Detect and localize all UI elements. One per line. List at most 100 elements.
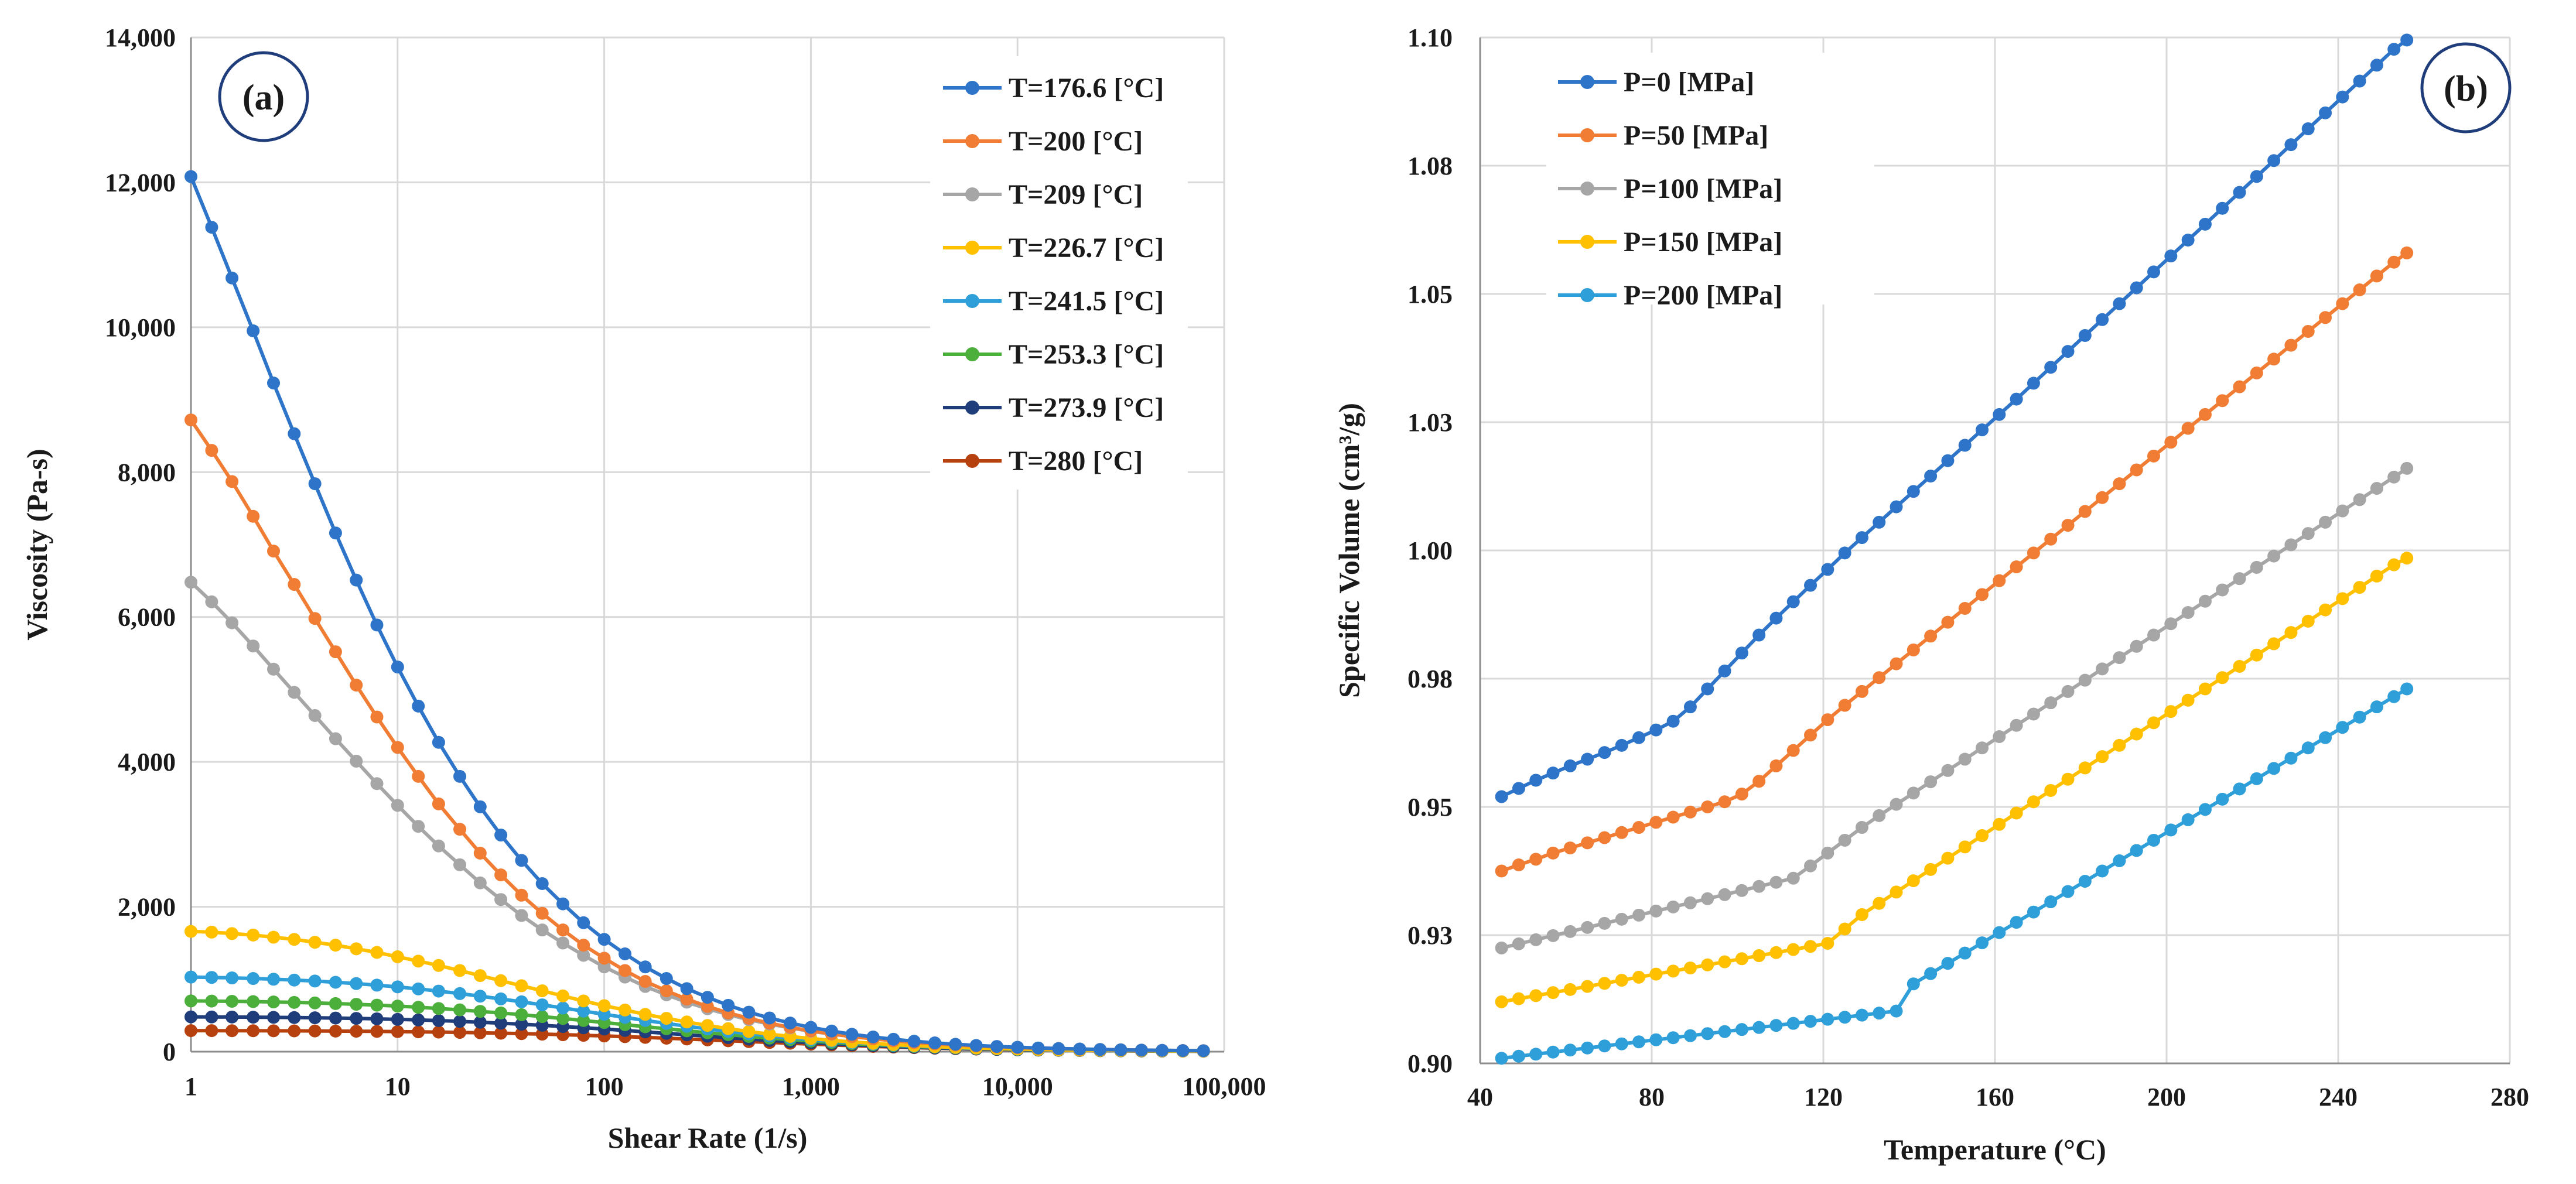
data-point	[494, 1006, 508, 1019]
data-point	[1052, 1042, 1065, 1055]
data-point	[2113, 738, 2126, 752]
data-point	[391, 661, 404, 674]
data-point	[1873, 896, 1886, 910]
data-point	[412, 954, 425, 968]
data-point	[2061, 772, 2075, 786]
data-point	[2130, 844, 2143, 857]
y-tick-label: 0.93	[1407, 921, 1453, 950]
data-point	[1941, 454, 1955, 467]
data-point	[370, 998, 384, 1012]
y-tick-label: 10,000	[105, 313, 176, 342]
data-point	[1649, 967, 1663, 981]
data-point	[1701, 1027, 1714, 1041]
data-point	[1581, 980, 1594, 993]
data-point	[308, 1024, 322, 1038]
data-point	[556, 897, 570, 911]
legend-swatch-marker	[965, 81, 979, 95]
series-4	[1495, 682, 2414, 1065]
data-point	[288, 933, 301, 946]
data-point	[2216, 671, 2229, 685]
legend-entry-label: T=280 [°C]	[1009, 446, 1143, 477]
legend-entry-label: T=241.5 [°C]	[1009, 286, 1164, 317]
data-point	[473, 800, 487, 813]
data-point	[535, 906, 549, 920]
data-point	[432, 797, 445, 810]
data-point	[619, 964, 632, 977]
data-point	[2284, 338, 2298, 352]
data-point	[2027, 377, 2040, 390]
data-point	[1786, 595, 1800, 608]
data-point	[267, 1024, 281, 1038]
data-point	[2164, 617, 2178, 631]
data-point	[1529, 774, 1543, 787]
x-tick-label: 100,000	[1183, 1072, 1266, 1101]
data-point	[1114, 1043, 1128, 1056]
legend-swatch-marker	[965, 241, 979, 255]
data-point	[1512, 1049, 1525, 1063]
data-point	[1735, 788, 1748, 801]
data-point	[350, 977, 363, 990]
data-point	[453, 987, 467, 1000]
data-point	[1546, 1045, 1560, 1059]
data-point	[701, 991, 714, 1004]
data-point	[226, 971, 239, 985]
data-point	[412, 820, 425, 833]
data-point	[391, 980, 404, 994]
data-point	[370, 1025, 384, 1038]
data-point	[1563, 925, 1577, 938]
data-point	[1993, 817, 2006, 831]
data-point	[2250, 772, 2263, 785]
data-point	[1993, 408, 2006, 421]
data-point	[2130, 281, 2143, 295]
data-point	[1701, 682, 1714, 696]
y-tick-label: 14,000	[105, 23, 176, 52]
data-point	[1993, 574, 2006, 587]
data-point	[907, 1035, 921, 1048]
data-point	[247, 1011, 260, 1024]
data-point	[185, 576, 197, 589]
data-point	[742, 1005, 756, 1019]
data-point	[1666, 810, 1680, 824]
data-point	[990, 1040, 1003, 1053]
data-point	[2181, 813, 2195, 826]
data-point	[1598, 746, 1611, 759]
data-point	[2267, 637, 2281, 651]
data-point	[1581, 836, 1594, 850]
data-point	[432, 839, 445, 853]
data-point	[1649, 1033, 1663, 1046]
data-point	[2267, 353, 2281, 366]
data-point	[412, 1001, 425, 1014]
data-point	[2400, 461, 2414, 475]
data-point	[350, 1025, 363, 1038]
data-point	[784, 1017, 797, 1030]
data-point	[2078, 761, 2092, 775]
data-point	[288, 973, 301, 987]
data-point	[267, 995, 281, 1009]
data-point	[2147, 449, 2161, 463]
data-point	[205, 971, 218, 984]
x-tick-label: 40	[1467, 1083, 1493, 1111]
data-point	[2078, 505, 2092, 518]
data-point	[2096, 491, 2109, 504]
data-point	[1735, 952, 1748, 966]
data-point	[1873, 809, 1886, 822]
data-point	[2010, 916, 2023, 929]
data-point	[2233, 186, 2246, 199]
data-point	[2400, 33, 2414, 47]
data-point	[329, 939, 342, 952]
data-point	[2353, 74, 2366, 88]
x-axis-label: Temperature (°C)	[1884, 1133, 2106, 1166]
data-point	[577, 916, 590, 929]
data-point	[267, 662, 281, 676]
data-point	[226, 475, 239, 488]
data-point	[577, 939, 590, 952]
data-point	[2301, 324, 2315, 338]
data-point	[391, 1012, 404, 1026]
data-point	[2181, 234, 2195, 247]
data-point	[1632, 821, 1646, 834]
data-point	[473, 847, 487, 860]
data-point	[680, 982, 693, 995]
data-point	[638, 1008, 652, 1021]
data-point	[1615, 974, 1628, 987]
data-point	[660, 1012, 673, 1025]
